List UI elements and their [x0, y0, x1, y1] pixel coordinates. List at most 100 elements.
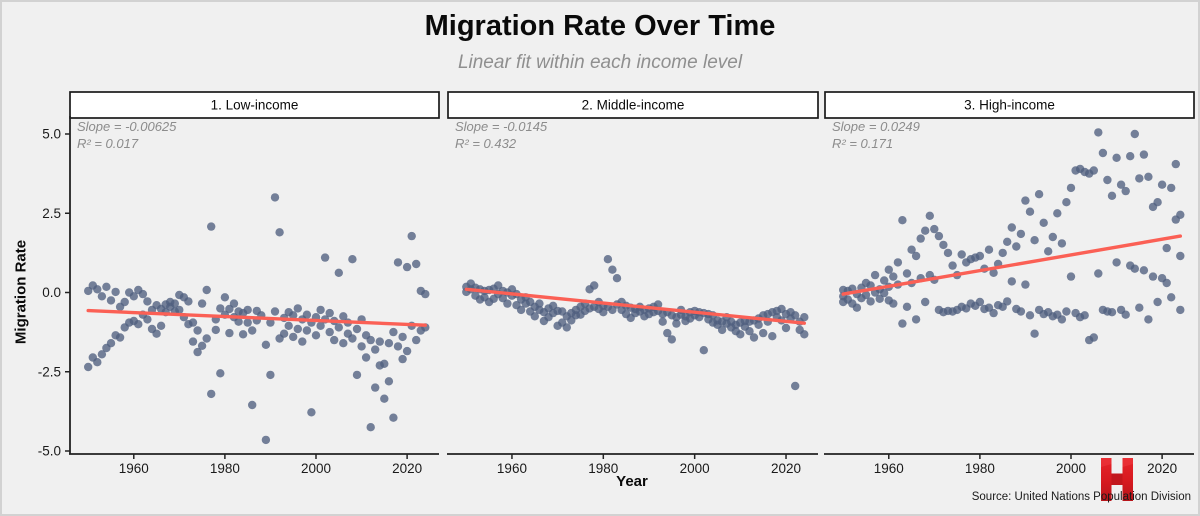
data-point: [1121, 186, 1130, 196]
data-point: [653, 300, 663, 309]
data-point: [1030, 329, 1039, 338]
data-point: [1139, 266, 1149, 275]
data-point: [866, 297, 875, 306]
data-point: [1103, 175, 1112, 185]
data-point: [106, 339, 116, 348]
data-point: [193, 347, 202, 357]
y-tick-label: 2.5: [42, 206, 61, 221]
data-point: [1139, 150, 1149, 159]
data-point: [352, 370, 362, 380]
data-point: [193, 326, 202, 335]
data-point: [562, 323, 571, 332]
fit-line: [464, 287, 806, 325]
data-point: [889, 299, 898, 308]
data-point: [898, 319, 907, 328]
data-point: [1171, 159, 1181, 169]
data-point: [736, 330, 745, 339]
data-point: [316, 305, 325, 315]
data-point: [120, 297, 129, 307]
data-point: [603, 255, 613, 264]
data-point: [216, 304, 225, 313]
data-point: [889, 272, 898, 281]
data-point: [861, 290, 871, 300]
data-point: [298, 337, 307, 346]
data-point: [289, 311, 298, 320]
data-point: [175, 305, 184, 315]
data-point: [1107, 308, 1117, 317]
data-point: [384, 377, 394, 386]
data-point: [1003, 237, 1012, 246]
data-point: [279, 329, 289, 338]
data-point: [749, 333, 759, 342]
data-point: [402, 346, 412, 356]
data-point: [907, 245, 916, 254]
slope-annotation: Slope = 0.0249: [832, 119, 920, 134]
data-point: [1167, 293, 1176, 302]
data-point: [1107, 191, 1117, 200]
data-point: [1062, 307, 1071, 316]
data-point: [781, 323, 791, 333]
data-point: [1048, 232, 1058, 242]
facet-strip-label: 2. Middle-income: [582, 98, 685, 113]
data-point: [1025, 207, 1035, 216]
data-point: [893, 258, 903, 267]
data-point: [389, 327, 398, 337]
data-point: [1039, 218, 1048, 227]
data-point: [93, 358, 102, 367]
data-point: [1016, 307, 1026, 316]
data-point: [289, 332, 298, 342]
data-point: [188, 337, 198, 346]
facet-strip: [447, 91, 819, 119]
data-point: [898, 216, 907, 225]
data-point: [398, 332, 407, 342]
h-logo-icon: [1101, 458, 1133, 501]
data-point: [398, 354, 407, 364]
data-point: [202, 285, 211, 295]
data-point: [1062, 198, 1071, 207]
data-point: [248, 326, 257, 335]
data-point: [357, 342, 366, 351]
data-point: [402, 262, 412, 272]
data-point: [1162, 278, 1171, 288]
data-point: [84, 362, 93, 372]
data-point: [207, 222, 216, 231]
data-point: [1030, 236, 1039, 245]
y-tick-label: -5.0: [38, 444, 61, 459]
data-point: [1148, 272, 1158, 281]
data-point: [134, 320, 143, 329]
data-point: [745, 327, 754, 336]
data-point: [948, 261, 957, 270]
data-point: [1153, 297, 1162, 307]
data-point: [197, 341, 207, 350]
data-point: [275, 228, 284, 237]
data-point: [1121, 310, 1130, 319]
data-point: [238, 330, 248, 339]
data-point: [1153, 198, 1162, 207]
data-point: [667, 335, 676, 344]
x-tick-label: 1960: [119, 461, 149, 476]
data-point: [516, 305, 526, 315]
data-point: [1126, 152, 1135, 161]
data-point: [371, 383, 380, 392]
data-point: [197, 299, 207, 308]
data-point: [503, 299, 512, 308]
facet-strip-label: 1. Low-income: [211, 98, 299, 113]
data-point: [1130, 129, 1140, 139]
data-point: [911, 251, 921, 261]
data-point: [902, 302, 912, 311]
data-point: [389, 413, 398, 422]
data-point: [934, 231, 944, 241]
y-tick-label: 5.0: [42, 127, 61, 142]
data-point: [1034, 190, 1044, 199]
data-point: [106, 296, 116, 305]
data-point: [325, 308, 334, 318]
data-point: [1176, 210, 1185, 219]
data-point: [943, 248, 953, 258]
x-tick-label: 2000: [680, 461, 710, 476]
facet-strip-label: 3. High-income: [964, 98, 1055, 113]
data-point: [243, 318, 252, 327]
data-point: [216, 369, 225, 378]
data-point: [699, 346, 708, 355]
data-point: [1176, 305, 1185, 315]
